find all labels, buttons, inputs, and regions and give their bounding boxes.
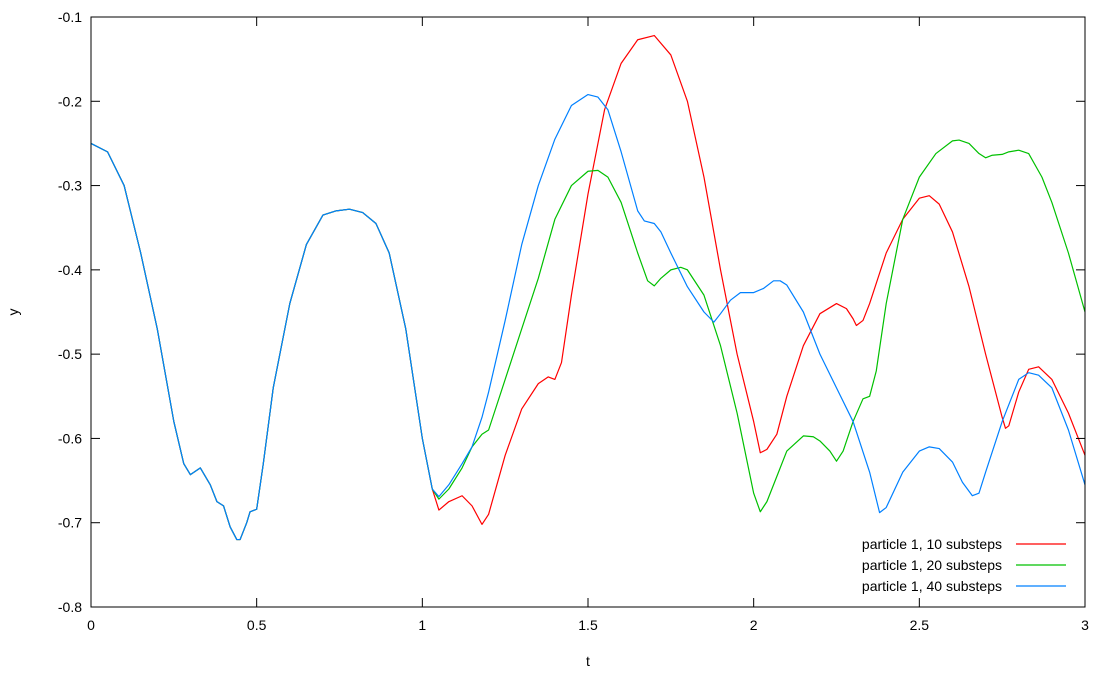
legend-label-3: particle 1, 40 substeps [862, 578, 1002, 594]
x-tick-label: 1 [418, 617, 426, 633]
axis-ticks [90, 16, 1086, 608]
y-tick-label: -0.3 [58, 178, 82, 194]
x-tick-label: 0 [87, 617, 95, 633]
y-tick-label: -0.8 [58, 599, 82, 615]
y-tick-label: -0.2 [58, 93, 82, 109]
series-lines [90, 34, 1086, 541]
y-tick-label: -0.4 [58, 262, 82, 278]
legend: particle 1, 10 substeps particle 1, 20 su… [862, 536, 1066, 594]
y-axis-label: y [5, 309, 21, 316]
x-tick-label: 2 [750, 617, 758, 633]
tick-labels: 0 0.5 1 1.5 2 2.5 3 -0.8 -0.7 -0.6 -0.5 -0.4 -0.3 -0.… [58, 9, 1089, 633]
x-tick-label: 3 [1081, 617, 1089, 633]
y-tick-label: -0.5 [58, 346, 82, 362]
y-tick-label: -0.7 [58, 515, 82, 531]
series-line-3 [90, 93, 1086, 541]
y-tick-label: -0.1 [58, 9, 82, 25]
y-tick-label: -0.6 [58, 430, 82, 446]
x-tick-label: 1.5 [578, 617, 598, 633]
x-tick-label: 0.5 [247, 617, 267, 633]
x-axis-label: t [586, 653, 590, 669]
legend-label-1: particle 1, 10 substeps [862, 536, 1002, 552]
x-tick-label: 2.5 [910, 617, 930, 633]
legend-label-2: particle 1, 20 substeps [862, 557, 1002, 573]
